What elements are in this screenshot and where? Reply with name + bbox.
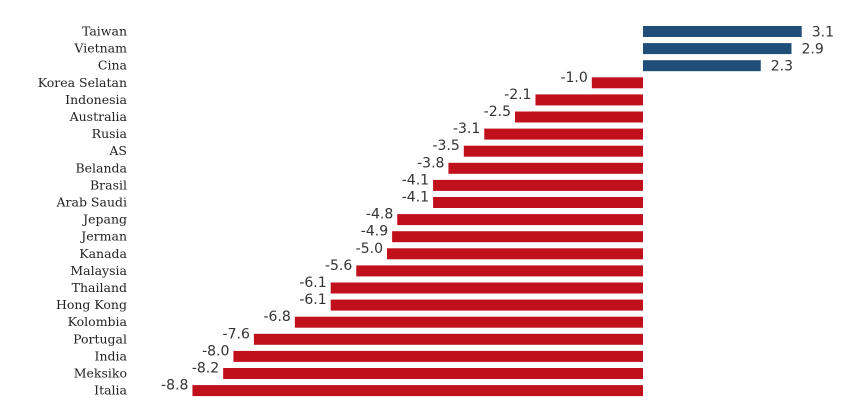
category-label: Belanda	[75, 160, 127, 175]
data-label: 3.1	[812, 25, 834, 41]
bar	[448, 162, 643, 174]
category-label: Brasil	[90, 177, 127, 192]
category-label: Taiwan	[82, 24, 127, 39]
category-label: Portugal	[73, 331, 127, 346]
data-label: -3.5	[432, 138, 459, 154]
data-label: -2.5	[484, 104, 511, 120]
data-label: -3.1	[453, 121, 480, 137]
bar	[433, 179, 643, 191]
data-label: -6.1	[299, 292, 326, 308]
bar	[643, 60, 761, 72]
bar	[192, 385, 643, 397]
data-label: -8.8	[161, 378, 188, 394]
bar	[330, 299, 643, 311]
bar	[463, 145, 643, 157]
category-label: Rusia	[92, 126, 128, 141]
category-label: Meksiko	[74, 366, 127, 381]
bar	[253, 333, 643, 345]
category-label: Thailand	[72, 280, 127, 295]
category-label: Jepang	[81, 212, 127, 227]
bar	[223, 368, 643, 379]
bar	[356, 265, 643, 277]
category-label: India	[95, 348, 128, 363]
data-label: -2.1	[504, 87, 531, 103]
bar	[515, 111, 643, 123]
category-label: Kanada	[79, 246, 127, 261]
category-label: Jerman	[79, 229, 127, 244]
data-label: -5.0	[356, 241, 383, 257]
bar	[643, 43, 792, 55]
bar	[591, 77, 643, 89]
data-label: -6.8	[264, 309, 291, 325]
bar	[387, 248, 643, 260]
data-label: 2.3	[771, 59, 793, 75]
bar	[330, 282, 643, 294]
category-label: Indonesia	[65, 92, 127, 107]
category-label: Arab Saudi	[56, 195, 128, 210]
bar	[433, 197, 643, 208]
category-label: Cina	[98, 58, 128, 73]
data-label: -1.0	[560, 70, 587, 86]
data-label: -4.9	[361, 224, 388, 240]
category-label: Australia	[69, 109, 128, 124]
data-label: 2.9	[801, 42, 823, 58]
category-label: Malaysia	[70, 263, 127, 278]
bar	[643, 26, 802, 37]
bar	[233, 350, 643, 362]
data-label: -5.6	[325, 258, 352, 274]
category-label: Italia	[94, 383, 127, 398]
data-label: -4.8	[366, 207, 393, 223]
bar	[535, 94, 643, 106]
bar	[294, 316, 643, 328]
data-label: -6.1	[299, 275, 326, 291]
category-label: Kolombia	[68, 314, 128, 329]
category-labels: Taiwan Vietnam Cina Korea Selatan Indonesia A…	[38, 24, 128, 398]
category-label: Korea Selatan	[38, 75, 127, 90]
data-label: -8.2	[192, 361, 219, 377]
bar	[484, 128, 643, 140]
data-label: -7.6	[223, 326, 250, 342]
category-label: Hong Kong	[56, 297, 127, 312]
data-label: -3.8	[417, 155, 444, 171]
category-label: AS	[108, 143, 127, 158]
bar	[397, 214, 643, 226]
bar	[392, 231, 643, 243]
category-label: Vietnam	[73, 41, 127, 56]
data-label: -4.1	[402, 190, 429, 206]
bars	[192, 26, 802, 397]
value-labels: 3.12.92.3-1.0-2.1-2.5-3.1-3.5-3.8-4.1-4.…	[161, 25, 834, 394]
data-label: -4.1	[402, 172, 429, 188]
data-label: -8.0	[202, 343, 229, 359]
